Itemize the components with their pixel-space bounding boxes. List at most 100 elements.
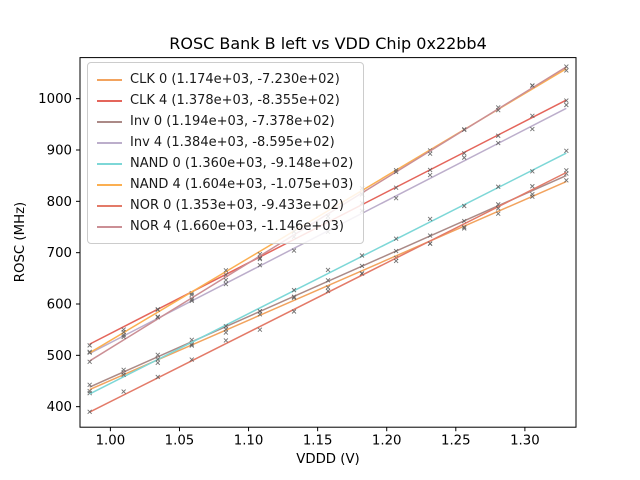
fit-line xyxy=(89,171,567,413)
data-marker xyxy=(325,278,331,283)
data-marker xyxy=(257,255,263,261)
data-marker xyxy=(427,233,433,238)
data-marker xyxy=(564,102,569,108)
data-marker xyxy=(189,357,195,362)
data-marker xyxy=(291,287,297,293)
data-marker xyxy=(87,349,92,355)
data-marker xyxy=(223,281,229,287)
data-marker xyxy=(461,226,467,231)
data-marker xyxy=(393,248,399,254)
data-marker xyxy=(461,151,467,156)
data-marker xyxy=(359,271,365,276)
data-marker xyxy=(393,195,399,201)
legend-entry-nor-0: NOR 0 (1.353e+03, -9.433e+02) xyxy=(97,195,353,216)
data-marker xyxy=(564,177,569,183)
data-marker xyxy=(257,262,263,268)
legend-line-swatch xyxy=(97,78,122,81)
legend-line-swatch xyxy=(97,162,122,165)
data-marker xyxy=(530,126,535,132)
data-marker xyxy=(325,285,331,290)
data-marker xyxy=(121,367,126,373)
data-marker xyxy=(223,277,229,283)
x-tick-label: 1.10 xyxy=(234,434,264,449)
legend-line-swatch xyxy=(97,204,122,207)
data-marker xyxy=(257,256,263,262)
data-marker xyxy=(291,309,297,314)
data-marker xyxy=(223,268,229,273)
data-marker xyxy=(87,388,92,394)
y-tick-label: 800 xyxy=(47,195,72,210)
data-marker xyxy=(291,294,297,300)
data-marker xyxy=(359,253,365,258)
y-tick-label: 600 xyxy=(47,298,72,313)
data-marker xyxy=(155,360,161,366)
data-marker xyxy=(495,211,501,217)
data-marker xyxy=(121,389,126,394)
data-marker xyxy=(495,107,501,113)
series-nand-0 xyxy=(87,148,569,395)
data-marker xyxy=(223,338,229,343)
data-marker xyxy=(87,409,92,415)
data-marker xyxy=(291,248,297,253)
data-marker xyxy=(495,140,501,146)
fit-line xyxy=(89,180,567,391)
legend-line-swatch xyxy=(97,141,122,144)
data-marker xyxy=(427,241,433,246)
data-marker xyxy=(461,127,467,133)
legend-entry-inv-4: Inv 4 (1.384e+03, -8.595e+02) xyxy=(97,132,353,153)
chart-title: ROSC Bank B left vs VDD Chip 0x22bb4 xyxy=(169,34,487,53)
legend-label: Inv 4 (1.384e+03, -8.595e+02) xyxy=(130,135,335,150)
y-tick-label: 400 xyxy=(47,400,72,415)
data-marker xyxy=(121,372,126,378)
data-marker xyxy=(223,323,229,329)
x-tick-label: 1.20 xyxy=(372,434,402,449)
data-marker xyxy=(564,168,569,173)
data-marker xyxy=(155,307,161,312)
data-marker xyxy=(87,359,92,365)
data-marker xyxy=(393,236,399,241)
data-marker xyxy=(393,169,399,175)
data-marker xyxy=(495,206,501,211)
data-marker xyxy=(427,151,433,157)
data-marker xyxy=(530,113,535,119)
data-marker xyxy=(461,155,467,160)
data-marker xyxy=(427,172,433,178)
data-marker xyxy=(189,297,195,302)
data-marker xyxy=(121,334,126,340)
data-marker xyxy=(564,148,569,154)
data-marker xyxy=(121,329,126,335)
axes-spines xyxy=(79,57,577,428)
fit-line xyxy=(89,152,567,395)
legend-line-swatch xyxy=(97,99,122,102)
data-marker xyxy=(393,258,399,264)
legend-label: NOR 4 (1.660e+03, -1.146e+03) xyxy=(130,219,344,234)
data-marker xyxy=(530,191,535,197)
data-marker xyxy=(461,224,467,230)
data-marker xyxy=(530,83,535,88)
data-marker xyxy=(359,263,365,269)
legend-label: CLK 0 (1.174e+03, -7.230e+02) xyxy=(130,72,340,87)
y-tick-label: 500 xyxy=(47,349,72,364)
data-marker xyxy=(530,183,535,189)
data-marker xyxy=(87,343,92,348)
data-marker xyxy=(325,267,331,273)
legend: CLK 0 (1.174e+03, -7.230e+02) CLK 4 (1.37… xyxy=(87,62,365,244)
legend-entry-inv-0: Inv 0 (1.194e+03, -7.378e+02) xyxy=(97,111,353,132)
data-marker xyxy=(393,185,399,190)
data-marker xyxy=(461,203,467,209)
legend-line-swatch xyxy=(97,225,122,228)
x-tick-label: 1.30 xyxy=(510,434,540,449)
data-marker xyxy=(155,352,161,358)
data-marker xyxy=(325,288,331,294)
x-tick-label: 1.15 xyxy=(303,434,333,449)
data-marker xyxy=(189,343,195,348)
x-tick-label: 1.25 xyxy=(441,434,471,449)
data-marker xyxy=(564,68,569,73)
data-marker xyxy=(87,382,92,388)
legend-entry-nor-4: NOR 4 (1.660e+03, -1.146e+03) xyxy=(97,216,353,237)
data-marker xyxy=(155,374,161,380)
legend-label: NAND 4 (1.604e+03, -1.075e+03) xyxy=(130,177,354,192)
legend-label: NAND 0 (1.360e+03, -9.148e+02) xyxy=(130,156,354,171)
